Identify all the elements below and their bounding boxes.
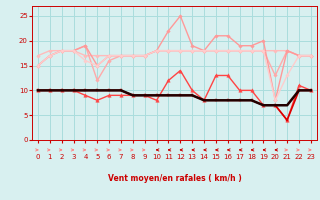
X-axis label: Vent moyen/en rafales ( km/h ): Vent moyen/en rafales ( km/h ) [108, 174, 241, 183]
